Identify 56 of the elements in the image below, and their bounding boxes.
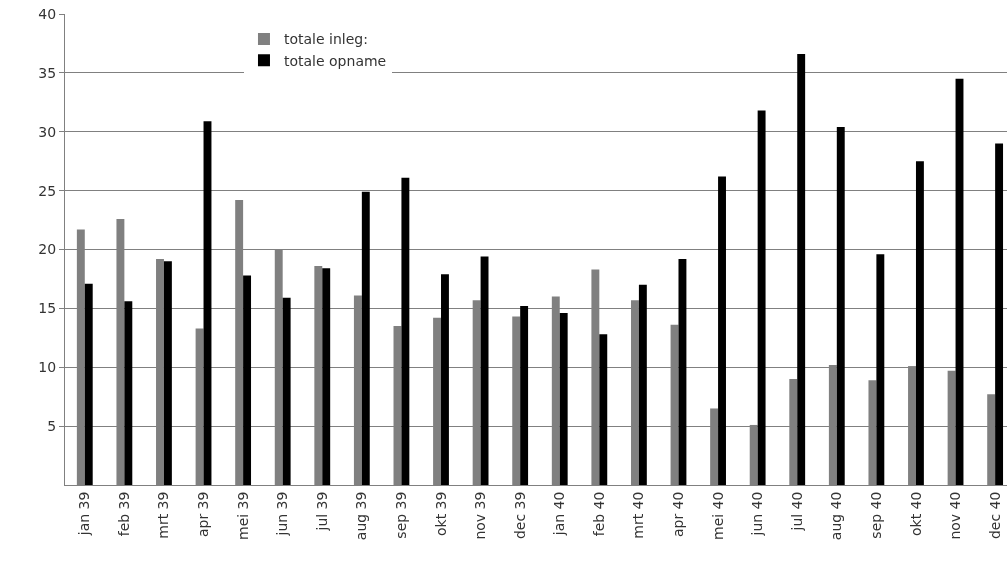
x-tick-label: mei 40 [709,491,726,541]
bar [441,274,449,485]
x-tick-label: jun 40 [749,491,766,537]
x-tick-label: jul 40 [788,491,805,532]
x-tick-label: mrt 39 [155,491,172,539]
x-tick-label: dec 40 [986,491,1003,540]
bar [678,258,687,485]
bar [282,297,291,485]
x-tick-label: apr 40 [670,491,687,538]
y-tick-label: 20 [38,241,57,258]
y-tick-label: 40 [38,5,57,22]
y-tick-label: 15 [38,300,57,317]
bar [520,306,529,485]
x-tick-label: okt 39 [432,491,449,537]
bar [361,191,370,485]
bar [322,268,331,485]
bar [638,284,647,485]
bar [797,54,806,485]
bar [915,161,924,485]
bar [876,254,885,485]
y-tick-label: 25 [38,182,57,199]
bar [243,275,252,485]
x-tick-label: dec 39 [511,491,528,540]
bar [480,256,489,485]
bar [401,177,410,485]
x-tick-label: sep 39 [392,491,409,539]
x-tick-label: jan 39 [76,491,93,537]
bar [599,334,608,485]
bar [124,301,133,485]
x-tick-label: mrt 40 [630,491,647,539]
y-tick-label: 10 [38,359,57,376]
legend-label: totale opname [283,52,387,69]
x-tick-label: feb 39 [115,491,132,537]
x-tick-label: feb 40 [590,491,607,537]
x-tick-label: aug 39 [353,491,370,541]
x-tick-label: sep 40 [867,491,884,539]
x-tick-label: okt 40 [907,491,924,537]
x-tick-label: jul 39 [313,491,330,532]
bar [995,143,1004,485]
x-tick-label: mei 39 [234,491,251,541]
y-tick-label: 5 [47,418,57,435]
bar [559,313,568,485]
bar [163,261,172,485]
x-tick-label: jan 40 [551,491,568,537]
bar [836,127,845,485]
bar [757,110,766,485]
x-tick-label: aug 40 [828,491,845,541]
x-tick-label: apr 39 [195,491,212,538]
legend-label: totale inleg: [283,31,368,48]
x-tick-label: jun 39 [274,491,291,537]
x-tick-label: nov 40 [947,491,964,540]
bar [718,176,726,485]
x-tick-label: nov 39 [472,491,489,540]
y-tick-label: 30 [38,123,57,140]
bar [84,283,93,485]
y-tick-label: 35 [38,64,57,81]
